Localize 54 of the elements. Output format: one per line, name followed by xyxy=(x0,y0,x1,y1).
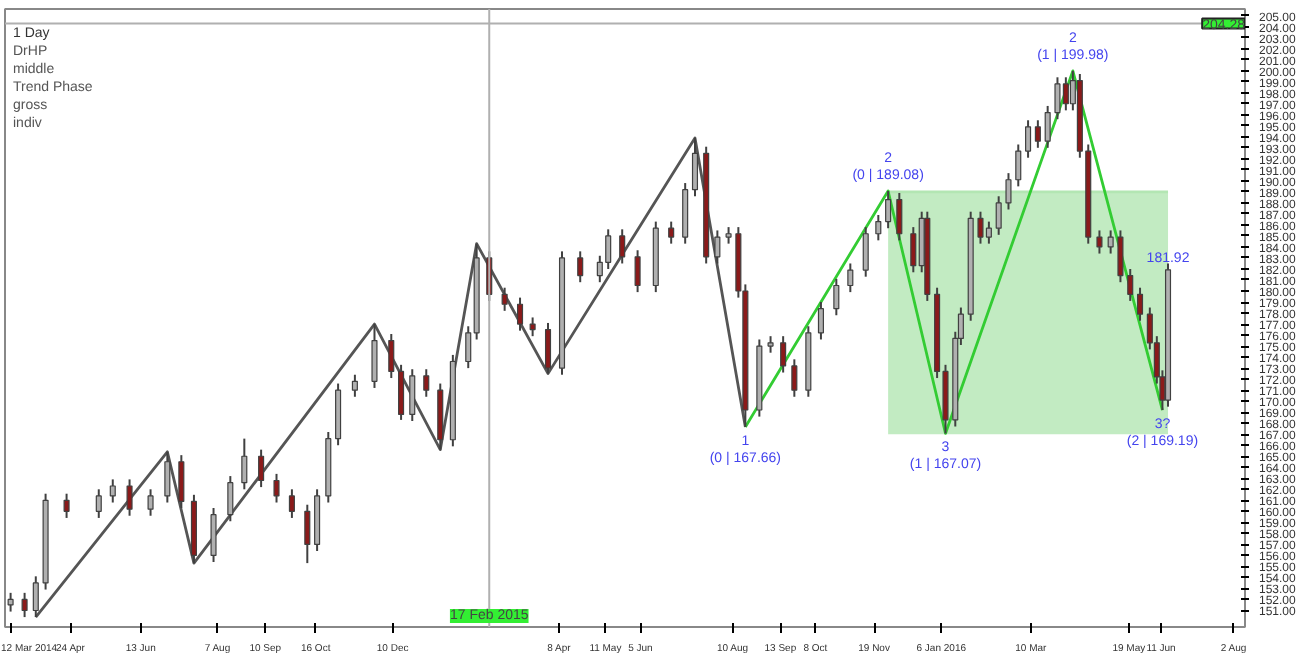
candlestick xyxy=(63,492,70,519)
candlestick xyxy=(885,189,892,230)
candlestick xyxy=(1015,143,1022,188)
candlestick xyxy=(398,363,405,421)
candlestick xyxy=(529,316,536,338)
candlestick xyxy=(910,226,917,274)
candlestick xyxy=(388,332,395,380)
candlestick xyxy=(714,229,721,265)
candlestick xyxy=(7,591,14,613)
candlestick xyxy=(544,321,552,375)
candlestick xyxy=(258,448,265,489)
candlestick xyxy=(634,249,641,294)
candlestick xyxy=(147,488,154,517)
candlestick xyxy=(409,368,416,422)
candlestick xyxy=(21,591,28,619)
candlestick xyxy=(95,488,102,519)
candlestick xyxy=(817,301,824,341)
candlestick xyxy=(791,358,798,398)
candlestick xyxy=(273,472,280,504)
candlestick xyxy=(668,220,675,245)
candlestick xyxy=(371,323,378,389)
candlestick xyxy=(1034,119,1041,149)
candlestick xyxy=(210,507,217,564)
candlestick xyxy=(896,191,903,242)
candlestick xyxy=(516,296,524,332)
candlestick xyxy=(691,136,699,198)
candlestick xyxy=(164,450,171,504)
candlestick xyxy=(833,277,840,317)
candlestick xyxy=(126,478,133,517)
candlestick xyxy=(304,503,311,565)
candlestick xyxy=(605,228,612,270)
candlestick xyxy=(985,220,992,245)
candlestick xyxy=(1136,286,1144,322)
candlestick xyxy=(351,373,358,398)
candlestick xyxy=(227,475,234,523)
candlestick xyxy=(1025,119,1032,159)
candlestick xyxy=(847,262,854,294)
candlestick xyxy=(178,454,185,510)
candlestick xyxy=(875,214,882,242)
candlestick xyxy=(288,488,295,519)
candlestick xyxy=(862,226,869,278)
candlestick xyxy=(32,575,39,619)
candlestick xyxy=(780,335,787,374)
candlestick xyxy=(423,368,430,398)
candlestick xyxy=(682,182,689,245)
candlestick xyxy=(501,286,508,312)
candlestick xyxy=(1005,172,1012,211)
candlestick xyxy=(241,437,248,491)
candlestick xyxy=(995,195,1002,236)
candlestick xyxy=(1096,229,1103,255)
candlestick xyxy=(619,228,626,265)
candlestick xyxy=(577,250,584,284)
candlestick xyxy=(1062,76,1069,112)
candlestick xyxy=(109,478,116,504)
